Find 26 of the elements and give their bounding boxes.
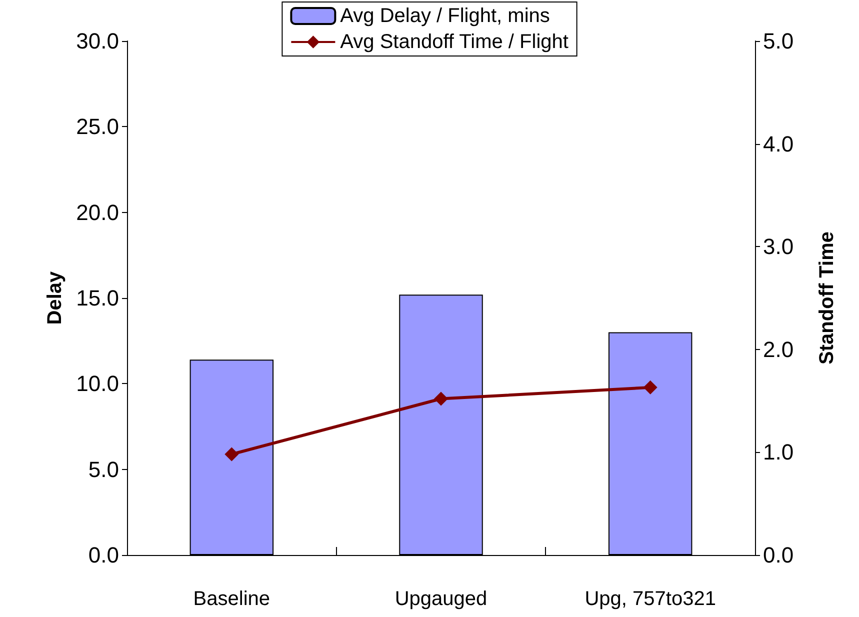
y-tick-label: 10.0 [76,371,119,396]
y-tick-label: 25.0 [76,114,119,140]
y-axis-title: Delay [44,270,66,325]
y2-tick-label: 1.0 [763,440,794,465]
bar [399,294,483,555]
point [224,447,239,462]
x-tick-label: Baseline [193,588,270,610]
y2-tick-label: 4.0 [763,131,794,156]
legend-label: Avg Standoff Time / Flight [340,31,569,53]
y-tick-label: 5.0 [88,456,119,482]
legend-label: Avg Delay / Flight, mins [340,5,550,27]
bar [190,360,274,555]
y-tick-label: 20.0 [76,200,119,225]
x-tick-label: Upg, 757to321 [584,588,716,610]
y2-tick-label: 5.0 [763,28,794,54]
point [434,392,448,406]
bar [608,332,692,555]
x-tick-label: Upgauged [394,588,488,610]
y2-tick-label: 2.0 [763,336,794,362]
y-tick-label: 15.0 [76,286,119,310]
y2-axis-title: Standoff Time [816,232,838,364]
point [643,380,658,394]
y-tick-label: 0.0 [88,542,119,568]
y-tick-label: 30.0 [76,28,119,54]
y2-tick-label: 0.0 [763,542,794,568]
y2-tick-label: 3.0 [763,234,794,260]
